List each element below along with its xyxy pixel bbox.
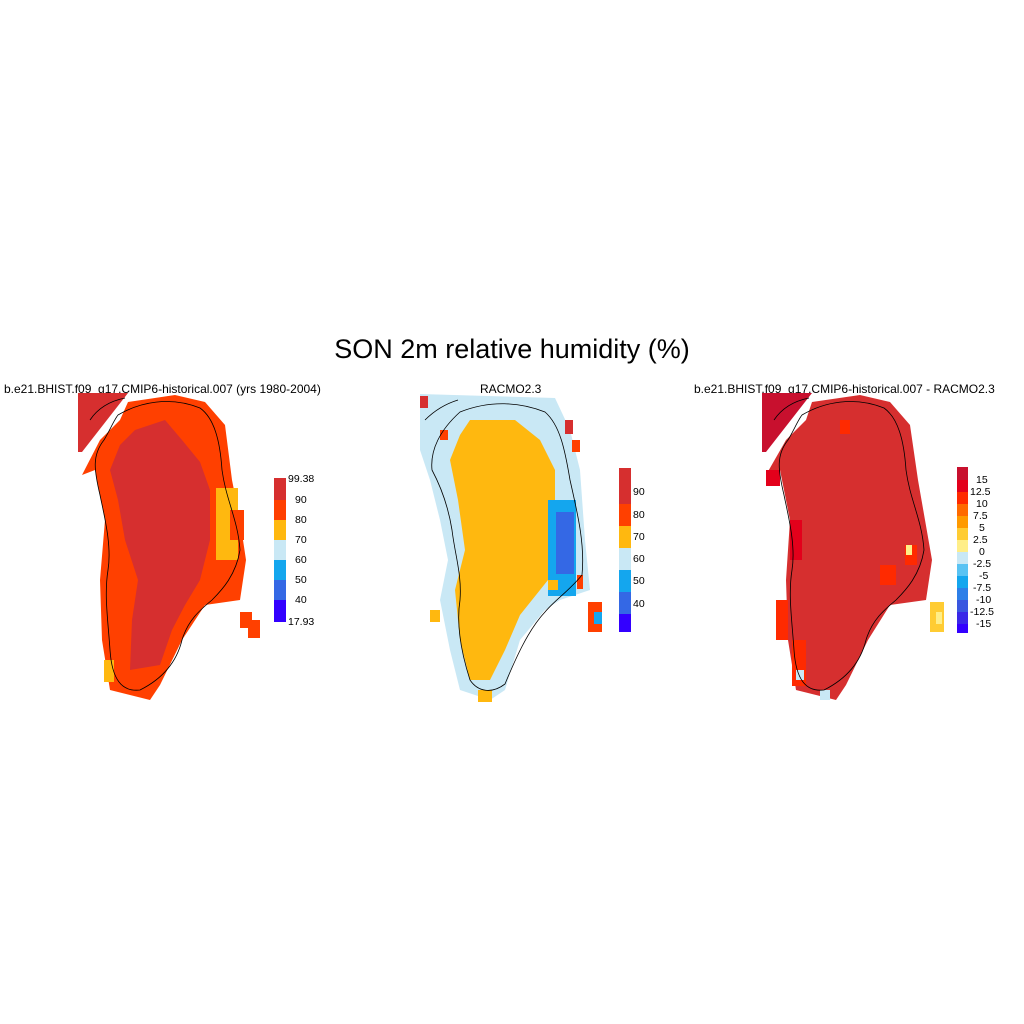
- colorbar-2-label: 90: [633, 486, 645, 498]
- colorbar-2-label: 50: [633, 575, 645, 587]
- colorbar-3-label: -12.5: [970, 606, 994, 618]
- colorbar-2-label: 60: [633, 553, 645, 565]
- colorbar-1-label: 50: [295, 574, 307, 586]
- colorbar-3-label: -15: [976, 618, 992, 630]
- colorbar-2: [619, 468, 631, 632]
- colorbar-3-label: 12.5: [970, 486, 991, 498]
- colorbar-1-label: 99.38: [288, 473, 315, 485]
- colorbar-3-label: -2.5: [973, 558, 992, 570]
- figure-title: SON 2m relative humidity (%): [334, 334, 690, 364]
- colorbar-1: [274, 478, 286, 622]
- map-fill-interior: [110, 420, 210, 670]
- colorbar-3-label: 0: [979, 546, 985, 558]
- panel-2-title: RACMO2.3: [480, 382, 542, 396]
- panel-3-title: b.e21.BHIST.f09_g17.CMIP6-historical.007…: [694, 382, 995, 396]
- colorbar-1-label: 17.93: [288, 616, 315, 628]
- colorbar-3-label: 10: [976, 498, 988, 510]
- colorbar-3: [957, 467, 968, 633]
- colorbar-3-label: -7.5: [973, 582, 992, 594]
- panel-1-map: [78, 393, 260, 700]
- map-fill-interior: [450, 420, 555, 680]
- coastline: [94, 401, 241, 691]
- panel-2-map: [420, 394, 602, 702]
- colorbar-2-label: 70: [633, 531, 645, 543]
- colorbar-1-label: 90: [295, 494, 307, 506]
- colorbar-1-label: 70: [295, 534, 307, 546]
- colorbar-2-label: 40: [633, 598, 645, 610]
- colorbar-1-label: 40: [295, 594, 307, 606]
- colorbar-3-label: -5: [979, 570, 989, 582]
- colorbar-3-label: 15: [976, 474, 988, 486]
- colorbar-3-label: 2.5: [973, 534, 988, 546]
- coastline: [778, 401, 925, 691]
- map-fill-interior: [766, 395, 932, 700]
- colorbar-3-label: 7.5: [973, 510, 988, 522]
- panel-1-title: b.e21.BHIST.f09_g17.CMIP6-historical.007…: [4, 382, 321, 396]
- colorbar-3-label: 5: [979, 522, 985, 534]
- colorbar-3-label: -10: [976, 594, 992, 606]
- colorbar-1-label: 80: [295, 514, 307, 526]
- panel-3-map: [762, 393, 944, 700]
- colorbar-1-label: 60: [295, 554, 307, 566]
- colorbar-2-label: 80: [633, 509, 645, 521]
- coastline: [431, 403, 584, 691]
